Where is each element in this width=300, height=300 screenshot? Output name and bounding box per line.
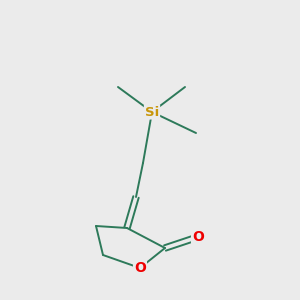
Text: O: O bbox=[192, 230, 204, 244]
Text: O: O bbox=[134, 261, 146, 275]
Text: Si: Si bbox=[145, 106, 159, 118]
